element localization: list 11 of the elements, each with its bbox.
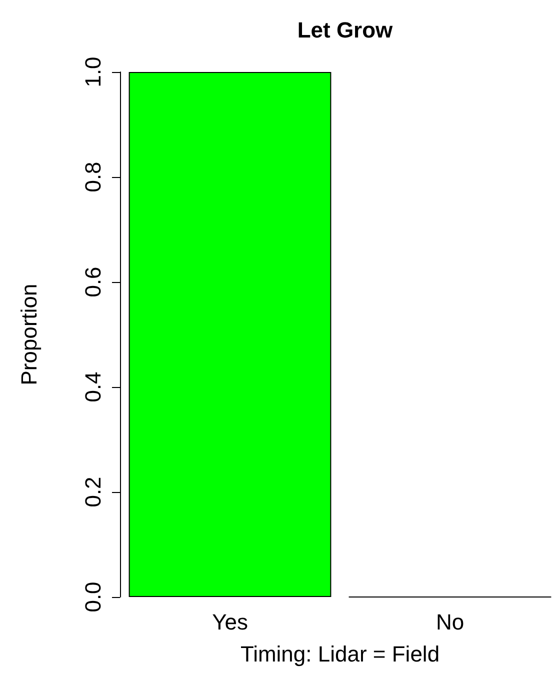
y-tick-label: 1.0 xyxy=(80,56,106,88)
y-axis-title: Proportion xyxy=(16,284,42,386)
x-tick-label: No xyxy=(436,610,464,634)
y-tick-label: 0.0 xyxy=(80,582,106,612)
y-tick-label: 0.8 xyxy=(80,162,106,192)
y-tick-label: 0.2 xyxy=(80,476,106,508)
x-tick-label: Yes xyxy=(212,610,248,634)
y-tick-label: 0.6 xyxy=(80,266,106,298)
x-axis-title: Timing: Lidar = Field xyxy=(240,642,440,666)
chart-title: Let Grow xyxy=(297,18,394,42)
y-tick-label: 0.4 xyxy=(80,372,106,402)
